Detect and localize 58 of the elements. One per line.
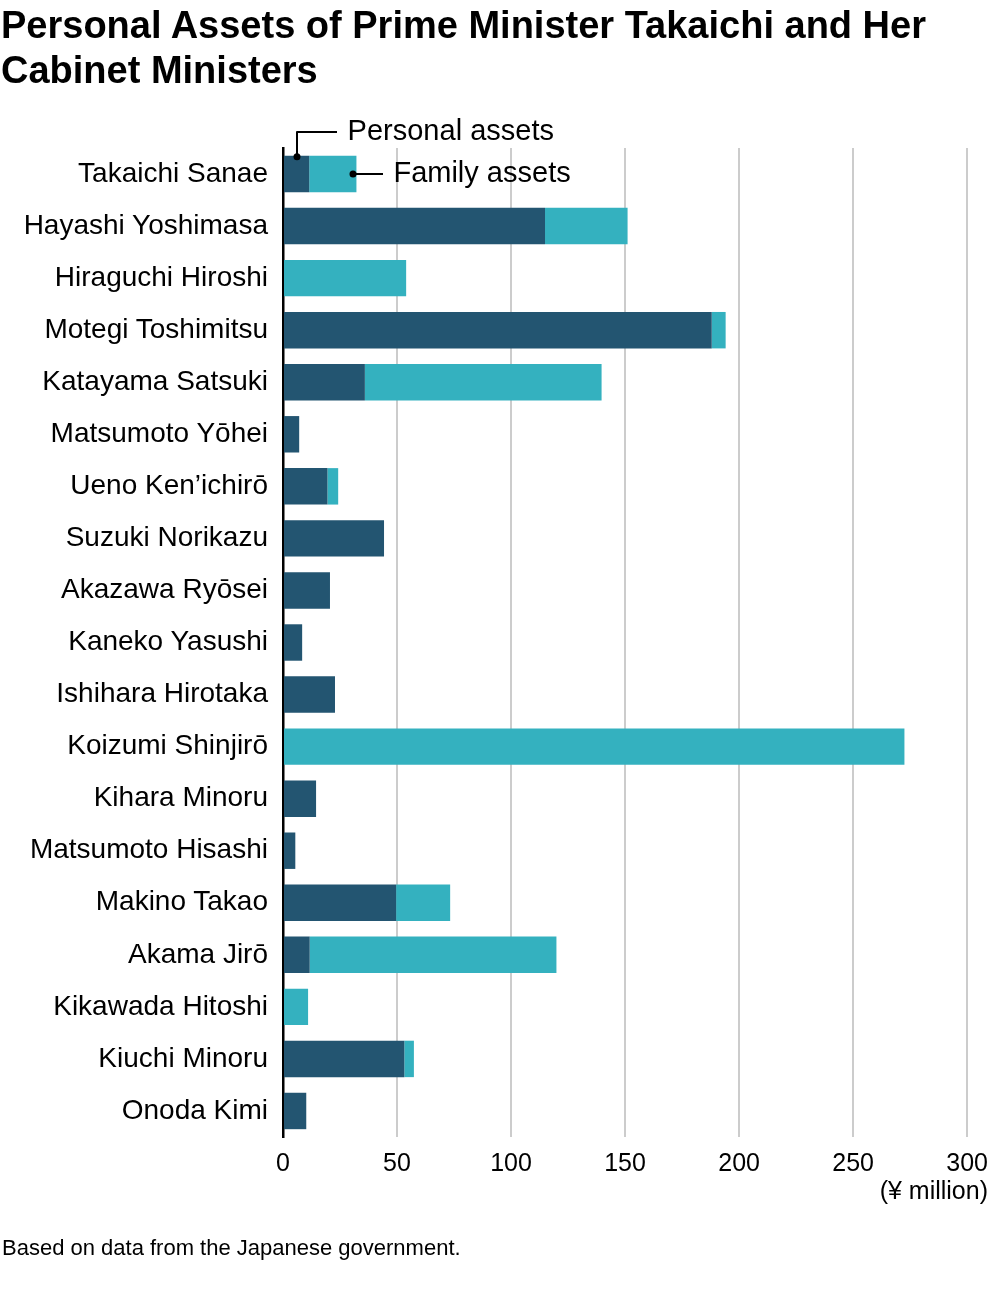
y-tick-label: Ueno Ken’ichirō — [70, 469, 268, 501]
y-tick-label: Ishihara Hirotaka — [56, 677, 269, 709]
bar — [284, 728, 905, 765]
y-tick-label: Hiraguchi Hiroshi — [54, 260, 268, 292]
x-tick-label: 100 — [490, 1147, 532, 1176]
bar — [284, 207, 546, 245]
bar — [284, 520, 385, 557]
chart-title: Personal Assets of Prime Minister Takaichi and Her Cabinet Ministers — [1, 3, 927, 93]
bar — [284, 988, 309, 1026]
y-tick-label: Kikawada Hitoshi — [53, 989, 268, 1021]
bar — [284, 780, 317, 817]
x-tick-label: 50 — [383, 1147, 411, 1176]
text: Based on data from the Japanese government. — [2, 1234, 462, 1262]
y-tick-label: Hayashi Yoshimasa — [23, 208, 269, 240]
bar — [284, 936, 310, 974]
y-tick-label: Akazawa Ryōsei — [61, 573, 268, 605]
bar — [711, 311, 726, 349]
bar — [284, 572, 330, 609]
bar — [284, 832, 296, 869]
bar — [284, 676, 335, 713]
y-tick-label: Akama Jirō — [127, 937, 268, 969]
bar — [284, 364, 365, 401]
y-tick-label: Kaneko Yasushi — [68, 625, 268, 657]
x-tick-label: 0 — [276, 1147, 290, 1176]
y-tick-label: Kiuchi Minoru — [98, 1041, 268, 1073]
y-tick-label: Onoda Kimi — [121, 1093, 268, 1125]
bar — [284, 155, 310, 193]
bar — [284, 311, 712, 349]
bar — [396, 884, 451, 921]
bar — [284, 1092, 307, 1130]
x-tick-label: 150 — [604, 1147, 646, 1176]
bar — [545, 207, 628, 245]
y-tick-label: Takaichi Sanae — [78, 156, 268, 188]
series-label: Family assets — [393, 156, 571, 189]
y-tick-label: Matsumoto Hisashi — [29, 833, 268, 865]
bar — [284, 468, 328, 505]
series-label: Personal assets — [347, 114, 554, 146]
bar — [284, 416, 300, 453]
y-tick-label: Matsumoto Yōhei — [50, 417, 268, 449]
bar — [284, 884, 397, 921]
bar — [284, 624, 303, 661]
x-axis-title: (¥ million) — [879, 1175, 988, 1204]
bar — [284, 1040, 405, 1078]
bar — [327, 468, 339, 505]
bar — [364, 364, 602, 401]
x-tick-label: 300 — [946, 1147, 988, 1176]
bar — [404, 1040, 414, 1078]
y-tick-label: Kihara Minoru — [93, 781, 268, 813]
y-tick-label: Katayama Satsuki — [42, 364, 268, 396]
y-tick-label: Suzuki Norikazu — [65, 521, 268, 553]
x-tick-label: 200 — [718, 1147, 760, 1176]
y-tick-label: Makino Takao — [95, 885, 268, 917]
y-tick-label: Koizumi Shinjirō — [67, 729, 268, 761]
bar — [309, 155, 357, 193]
x-tick-label: 250 — [832, 1147, 874, 1176]
bar — [284, 259, 407, 297]
bar — [309, 936, 557, 974]
y-tick-label: Motegi Toshimitsu — [44, 312, 268, 344]
